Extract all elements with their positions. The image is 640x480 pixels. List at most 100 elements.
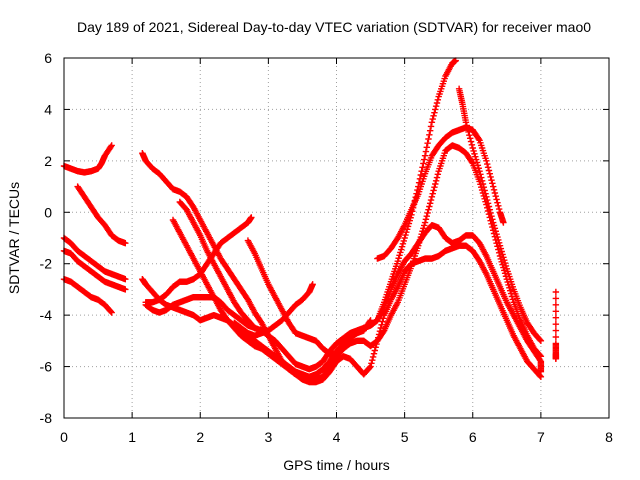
data-point (425, 206, 432, 213)
data-point (488, 176, 495, 184)
data-point (552, 327, 560, 334)
data-point (369, 356, 376, 364)
data-point (108, 142, 115, 149)
data-point (369, 353, 377, 361)
data-point (395, 255, 402, 262)
data-point (474, 162, 482, 169)
series-s8b (231, 281, 316, 339)
series-s11b (455, 85, 545, 345)
data-point (494, 199, 501, 206)
data-point (464, 125, 471, 132)
data-point (465, 128, 472, 136)
data-point (367, 363, 374, 370)
series-s1a (60, 142, 115, 176)
data-point (475, 165, 482, 172)
data-point (490, 222, 498, 229)
data-point (466, 135, 474, 142)
data-point (432, 106, 439, 113)
data-point (483, 157, 490, 165)
data-point (552, 314, 560, 321)
data-point (426, 127, 434, 134)
data-point (466, 131, 473, 139)
data-point (423, 212, 430, 220)
data-point (470, 147, 477, 155)
y-tick-label: 0 (44, 204, 52, 220)
series-isolated (552, 288, 560, 363)
data-point (380, 328, 387, 336)
data-point (484, 200, 492, 207)
x-tick-label: 6 (469, 429, 477, 445)
data-point (463, 122, 470, 129)
data-point (537, 368, 545, 375)
y-tick-label: -8 (40, 410, 53, 426)
x-tick-label: 5 (401, 429, 409, 445)
data-point (421, 222, 428, 229)
series-s3b (142, 214, 255, 306)
data-point (481, 187, 488, 194)
data-point (495, 205, 503, 213)
data-point (434, 171, 442, 178)
y-tick-label: -6 (40, 359, 53, 375)
data-point (421, 219, 429, 226)
data-point (482, 190, 489, 197)
data-point (422, 216, 430, 223)
data-point (107, 143, 115, 150)
data-point (500, 219, 507, 226)
data-point (472, 156, 480, 163)
data-point (492, 228, 499, 235)
data-point (379, 318, 386, 325)
data-point (552, 320, 560, 328)
y-tick-label: 6 (44, 50, 52, 66)
data-point (368, 360, 375, 367)
data-point (484, 160, 491, 168)
data-point (425, 135, 432, 143)
x-tick-label: 8 (605, 429, 613, 445)
data-point (396, 252, 403, 259)
data-point (536, 372, 544, 380)
data-point (394, 257, 402, 265)
data-point (427, 123, 435, 130)
x-tick-label: 4 (333, 429, 341, 445)
data-point (483, 193, 490, 201)
data-point (500, 254, 507, 261)
data-point (536, 336, 544, 344)
data-point (422, 148, 430, 155)
data-point (417, 171, 425, 179)
data-point (469, 144, 476, 152)
data-point (476, 167, 483, 175)
data-point (475, 135, 482, 143)
data-point (486, 206, 493, 213)
data-point (488, 212, 495, 220)
data-point (492, 193, 499, 200)
data-point (428, 193, 436, 201)
data-point (468, 141, 476, 148)
y-tick-label: -4 (40, 307, 53, 323)
data-point (427, 196, 435, 204)
data-point (472, 153, 479, 160)
data-point (490, 186, 498, 193)
data-point (507, 287, 514, 294)
data-point (480, 184, 488, 191)
data-point (477, 171, 484, 178)
data-point (493, 196, 500, 203)
data-point (426, 203, 433, 210)
series-s7b (244, 237, 340, 357)
x-tick-label: 0 (60, 429, 68, 445)
data-point (431, 184, 438, 191)
data-point (489, 183, 497, 190)
y-tick-label: -2 (40, 256, 53, 272)
data-point (402, 231, 409, 239)
data-point (428, 119, 436, 126)
axes: 0 1 2 3 4 5 6 7 8 -8 -6 -4 -2 0 2 4 6 (40, 50, 614, 445)
data-point (484, 196, 491, 204)
data-point (432, 103, 440, 110)
series-s5a (60, 275, 115, 316)
data-point (462, 119, 470, 126)
data-point (433, 174, 441, 181)
data-point (309, 281, 316, 288)
data-point (433, 99, 441, 107)
data-point (552, 295, 560, 302)
data-point (467, 138, 475, 145)
data-point (496, 242, 504, 249)
